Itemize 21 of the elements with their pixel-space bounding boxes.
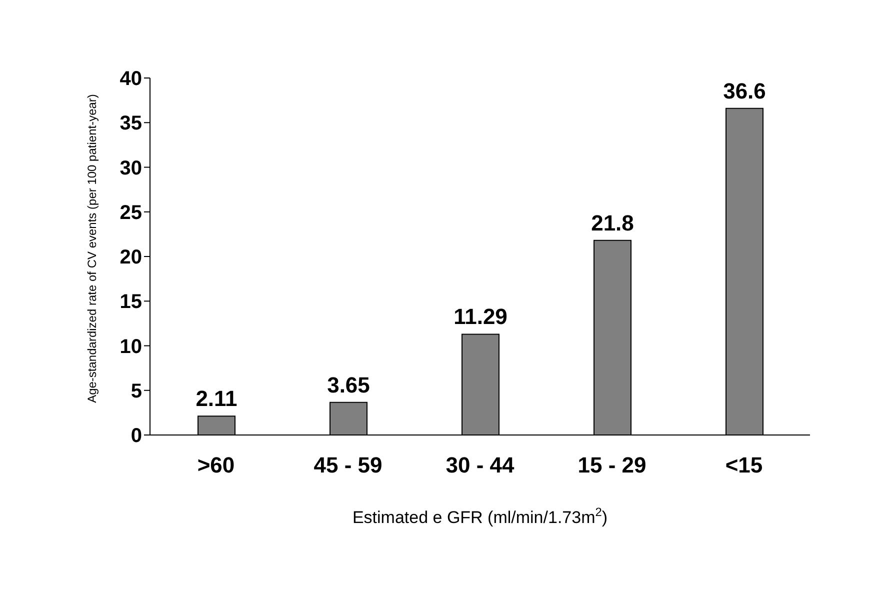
x-tick-label: 45 - 59 xyxy=(314,452,382,478)
y-axis-title: Age-standardized rate of CV events (per 100 patient-year) xyxy=(85,94,99,403)
y-tick-label: 5 xyxy=(130,380,142,402)
data-label: 21.8 xyxy=(591,210,634,236)
x-tick-label: 30 - 44 xyxy=(446,452,516,478)
y-tick-label: 0 xyxy=(130,425,142,448)
data-label: 11.29 xyxy=(454,304,508,330)
data-label: 3.65 xyxy=(327,372,370,398)
y-tick-label: 25 xyxy=(120,202,142,224)
x-axis-title: Estimated e GFR (ml/min/1.73m$^{2}$) xyxy=(352,505,608,527)
x-tick-label: >60 xyxy=(197,452,235,478)
x-tick-label: <15 xyxy=(725,452,763,478)
y-tick-label: 40 xyxy=(120,68,142,90)
y-tick-label: 15 xyxy=(120,291,142,314)
y-tick-label: 35 xyxy=(120,112,142,135)
y-tick-label: 30 xyxy=(120,157,142,180)
x-tick-label: 15 - 29 xyxy=(578,452,646,478)
data-label: 2.11 xyxy=(196,386,238,412)
y-tick-label: 20 xyxy=(120,246,142,269)
y-tick-label: 10 xyxy=(120,336,142,358)
data-label: 36.6 xyxy=(723,78,766,104)
